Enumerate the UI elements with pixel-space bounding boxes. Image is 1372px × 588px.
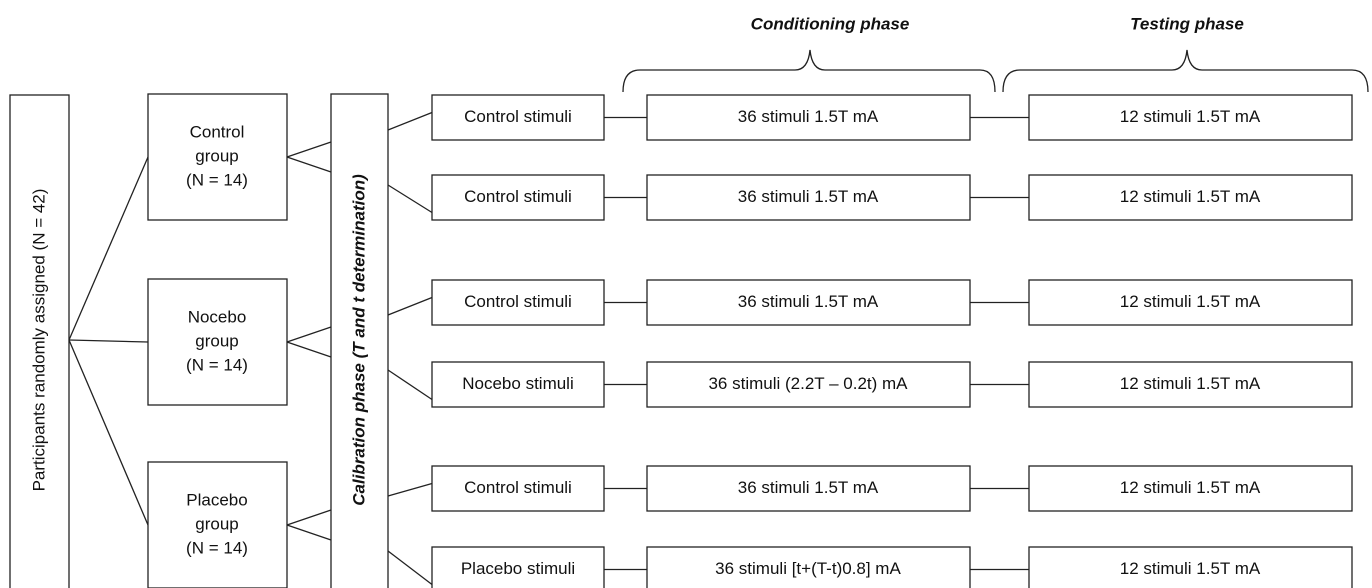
testing-label: 12 stimuli 1.5T mA xyxy=(1120,478,1261,497)
connector xyxy=(68,339,149,343)
phase-label: Conditioning phase xyxy=(751,14,910,33)
connector xyxy=(387,184,433,214)
stimulus-box xyxy=(431,546,605,588)
conditioning-box xyxy=(646,546,971,588)
testing-box xyxy=(1028,174,1353,221)
phase-label: Testing phase xyxy=(1130,14,1244,33)
connector xyxy=(68,339,149,526)
conditioning-box xyxy=(646,94,971,141)
calibration-box xyxy=(330,93,389,588)
connector xyxy=(387,550,433,586)
calibration-label: Calibration phase (T and t determination… xyxy=(349,174,368,506)
connector xyxy=(286,326,332,343)
conditioning-label: 36 stimuli 1.5T mA xyxy=(738,292,879,311)
group-box xyxy=(147,93,288,221)
testing-box xyxy=(1028,361,1353,408)
conditioning-label: 36 stimuli [t+(T-t)0.8] mA xyxy=(715,559,901,578)
stimulus-label: Control stimuli xyxy=(464,187,572,206)
group-label: group xyxy=(195,331,238,350)
connector xyxy=(286,341,332,358)
stimulus-label: Control stimuli xyxy=(464,478,572,497)
conditioning-label: 36 stimuli 1.5T mA xyxy=(738,187,879,206)
stimulus-label: Control stimuli xyxy=(464,292,572,311)
group-label: (N = 14) xyxy=(186,170,248,189)
conditioning-box xyxy=(646,465,971,512)
connector xyxy=(286,141,332,158)
connector xyxy=(387,296,433,316)
connector xyxy=(68,156,149,341)
brace xyxy=(1002,49,1369,93)
group-label: group xyxy=(195,146,238,165)
stimulus-label: Control stimuli xyxy=(464,107,572,126)
testing-box xyxy=(1028,546,1353,588)
group-label: (N = 14) xyxy=(186,538,248,557)
connector xyxy=(387,482,433,497)
group-label: group xyxy=(195,514,238,533)
testing-label: 12 stimuli 1.5T mA xyxy=(1120,374,1261,393)
group-label: (N = 14) xyxy=(186,355,248,374)
conditioning-label: 36 stimuli 1.5T mA xyxy=(738,107,879,126)
connector xyxy=(286,509,332,526)
testing-label: 12 stimuli 1.5T mA xyxy=(1120,559,1261,578)
conditioning-box xyxy=(646,279,971,326)
connector xyxy=(387,369,433,401)
stimulus-box xyxy=(431,94,605,141)
group-box xyxy=(147,278,288,406)
testing-label: 12 stimuli 1.5T mA xyxy=(1120,107,1261,126)
stimulus-label: Placebo stimuli xyxy=(461,559,575,578)
testing-box xyxy=(1028,94,1353,141)
group-label: Control xyxy=(190,122,245,141)
participants-label: Participants randomly assigned (N = 42) xyxy=(29,189,48,492)
testing-box xyxy=(1028,279,1353,326)
group-label: Nocebo xyxy=(188,307,247,326)
testing-label: 12 stimuli 1.5T mA xyxy=(1120,292,1261,311)
testing-label: 12 stimuli 1.5T mA xyxy=(1120,187,1261,206)
connector xyxy=(387,111,433,131)
stimulus-box xyxy=(431,279,605,326)
stimulus-box xyxy=(431,174,605,221)
group-label: Placebo xyxy=(186,490,247,509)
testing-box xyxy=(1028,465,1353,512)
content: Control group (N = 14) Nocebo group (N = 14) P… xyxy=(68,93,1353,588)
brace xyxy=(622,49,996,93)
conditioning-label: 36 stimuli (2.2T – 0.2t) mA xyxy=(708,374,908,393)
connector xyxy=(286,524,332,541)
stimulus-box xyxy=(431,361,605,408)
participants-box xyxy=(9,94,70,588)
stimulus-label: Nocebo stimuli xyxy=(462,374,574,393)
conditioning-label: 36 stimuli 1.5T mA xyxy=(738,478,879,497)
connector xyxy=(286,156,332,173)
conditioning-box xyxy=(646,174,971,221)
